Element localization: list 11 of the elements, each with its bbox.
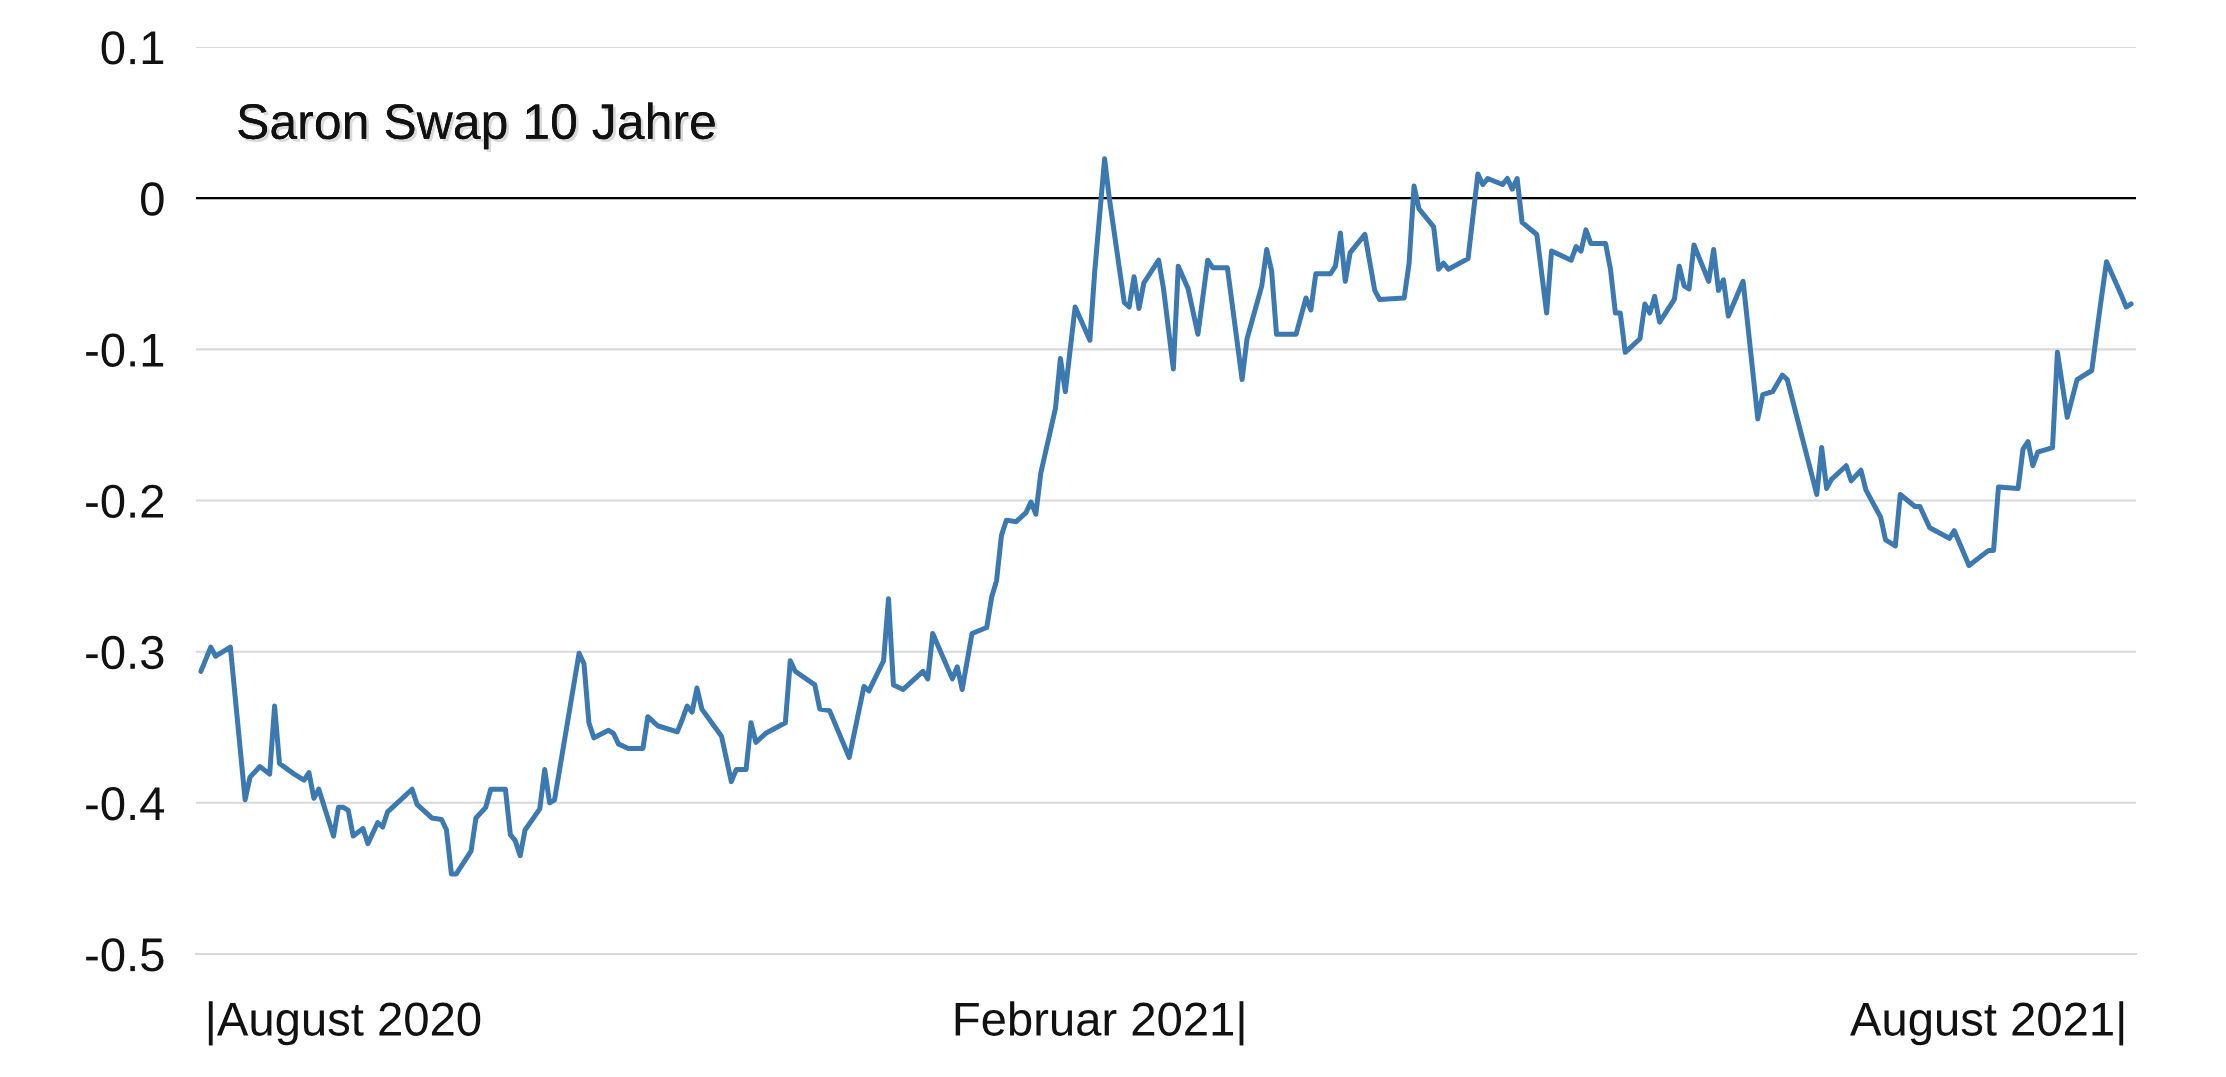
y-tick-label: 0 (141, 182, 164, 216)
y-tick-label: -0.2 (86, 484, 164, 519)
y-tick-label: -0.1 (86, 333, 164, 367)
y-tick-label: -0.4 (86, 786, 165, 821)
y-tick-label: -0.5 (86, 938, 164, 972)
y-tick-label: -0.3 (86, 635, 164, 670)
x-tick-label: Februar 2021| (955, 1001, 1244, 1046)
y-tick-label: 0.1 (101, 31, 164, 65)
x-tick-label: |August 2020 (208, 1001, 481, 1046)
text: Saron Swap 10 Jahre (238, 102, 718, 152)
x-tick-label: August 2021| (1850, 1001, 2124, 1046)
